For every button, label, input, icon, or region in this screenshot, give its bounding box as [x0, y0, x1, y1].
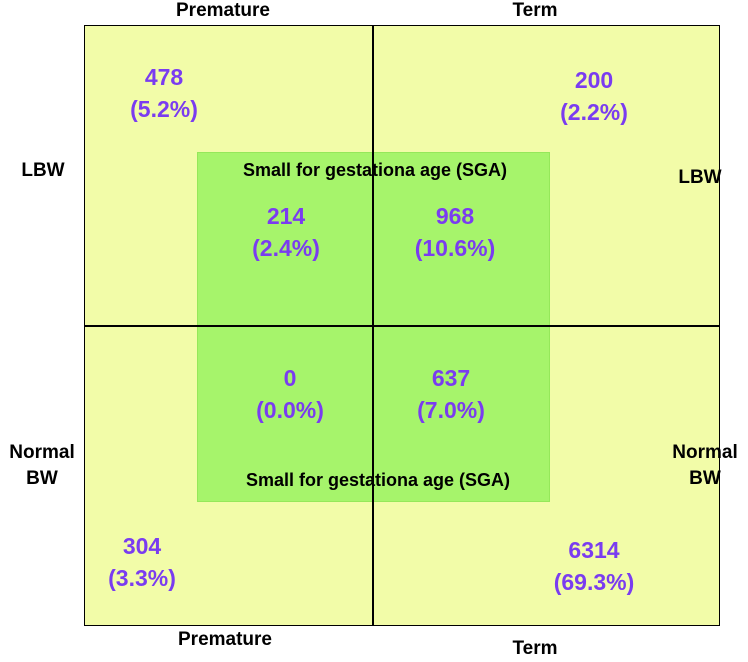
sga-label-top: Small for gestationa age (SGA)	[242, 160, 508, 180]
cell-percent: (7.0%)	[417, 397, 485, 423]
cell-count: 0	[283, 365, 297, 391]
cell-count: 478	[144, 64, 184, 90]
cell-term-normal: 6314 (69.3%)	[534, 534, 654, 598]
label-left-normal-bw: Normal BW	[2, 440, 82, 492]
cell-count: 6314	[568, 537, 620, 563]
cell-count: 304	[122, 533, 162, 559]
label-right-normal: Normal	[672, 442, 738, 463]
cell-count: 968	[435, 203, 475, 229]
label-bottom-premature: Premature	[178, 629, 272, 650]
cell-percent: (0.0%)	[256, 397, 324, 423]
label-top-premature: Premature	[176, 0, 270, 21]
cell-percent: (5.2%)	[130, 96, 198, 122]
label-right-normal-bw: Normal BW	[665, 440, 745, 492]
cell-premature-normal-sga: 0 (0.0%)	[230, 362, 350, 426]
sga-label-bottom: Small for gestationa age (SGA)	[245, 470, 511, 490]
cell-percent: (69.3%)	[553, 569, 635, 595]
cell-premature-lbw-sga: 214 (2.4%)	[226, 200, 346, 264]
label-top-term: Term	[512, 0, 558, 21]
label-left-normal: Normal	[9, 442, 75, 463]
cell-count: 214	[266, 203, 306, 229]
cell-percent: (2.2%)	[560, 99, 628, 125]
label-right-bw: BW	[689, 468, 721, 489]
label-left-bw: BW	[26, 468, 58, 489]
label-bottom-term: Term	[512, 638, 558, 659]
cell-term-lbw: 200 (2.2%)	[534, 64, 654, 128]
cell-premature-lbw: 478 (5.2%)	[104, 61, 224, 125]
cell-percent: (3.3%)	[108, 565, 176, 591]
label-left-lbw: LBW	[21, 160, 65, 181]
cell-term-lbw-sga: 968 (10.6%)	[395, 200, 515, 264]
label-right-lbw: LBW	[678, 167, 722, 188]
cell-premature-normal: 304 (3.3%)	[82, 530, 202, 594]
horizontal-divider	[84, 325, 720, 327]
cell-term-normal-sga: 637 (7.0%)	[391, 362, 511, 426]
cell-percent: (10.6%)	[414, 235, 496, 261]
cell-count: 637	[431, 365, 471, 391]
cell-count: 200	[574, 67, 614, 93]
cell-percent: (2.4%)	[252, 235, 320, 261]
